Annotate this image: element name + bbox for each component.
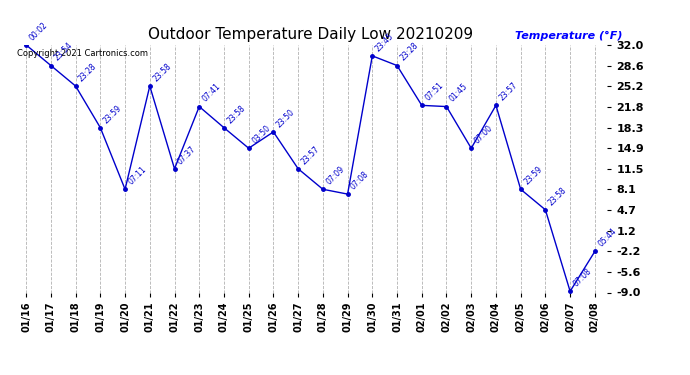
Text: 23:28: 23:28 xyxy=(77,62,99,83)
Title: Outdoor Temperature Daily Low 20210209: Outdoor Temperature Daily Low 20210209 xyxy=(148,27,473,42)
Text: 23:50: 23:50 xyxy=(275,107,297,129)
Text: 07:41: 07:41 xyxy=(201,82,222,104)
Text: 23:58: 23:58 xyxy=(151,62,173,83)
Text: 23:59: 23:59 xyxy=(101,103,124,125)
Text: 23:57: 23:57 xyxy=(299,144,322,166)
Text: 07:37: 07:37 xyxy=(176,144,198,166)
Text: 07:51: 07:51 xyxy=(423,81,445,103)
Text: 05:44: 05:44 xyxy=(596,227,618,249)
Text: 01:45: 01:45 xyxy=(448,82,470,104)
Text: 03:50: 03:50 xyxy=(250,123,272,146)
Text: 07:08: 07:08 xyxy=(349,170,371,191)
Text: 23:58: 23:58 xyxy=(546,185,569,207)
Text: 23:58: 23:58 xyxy=(226,103,247,125)
Text: 23:57: 23:57 xyxy=(497,81,519,103)
Text: 00:02: 00:02 xyxy=(28,20,50,42)
Text: 07:00: 07:00 xyxy=(473,123,495,146)
Text: 23:54: 23:54 xyxy=(52,41,74,63)
Text: 23:45: 23:45 xyxy=(374,31,395,53)
Text: 07:11: 07:11 xyxy=(126,165,148,186)
Text: 23:28: 23:28 xyxy=(398,41,420,63)
Text: 07:09: 07:09 xyxy=(324,165,346,186)
Text: Temperature (°F): Temperature (°F) xyxy=(515,32,622,42)
Text: Copyright 2021 Cartronics.com: Copyright 2021 Cartronics.com xyxy=(17,49,148,58)
Text: 23:59: 23:59 xyxy=(522,165,544,186)
Text: 07:08: 07:08 xyxy=(571,267,593,288)
